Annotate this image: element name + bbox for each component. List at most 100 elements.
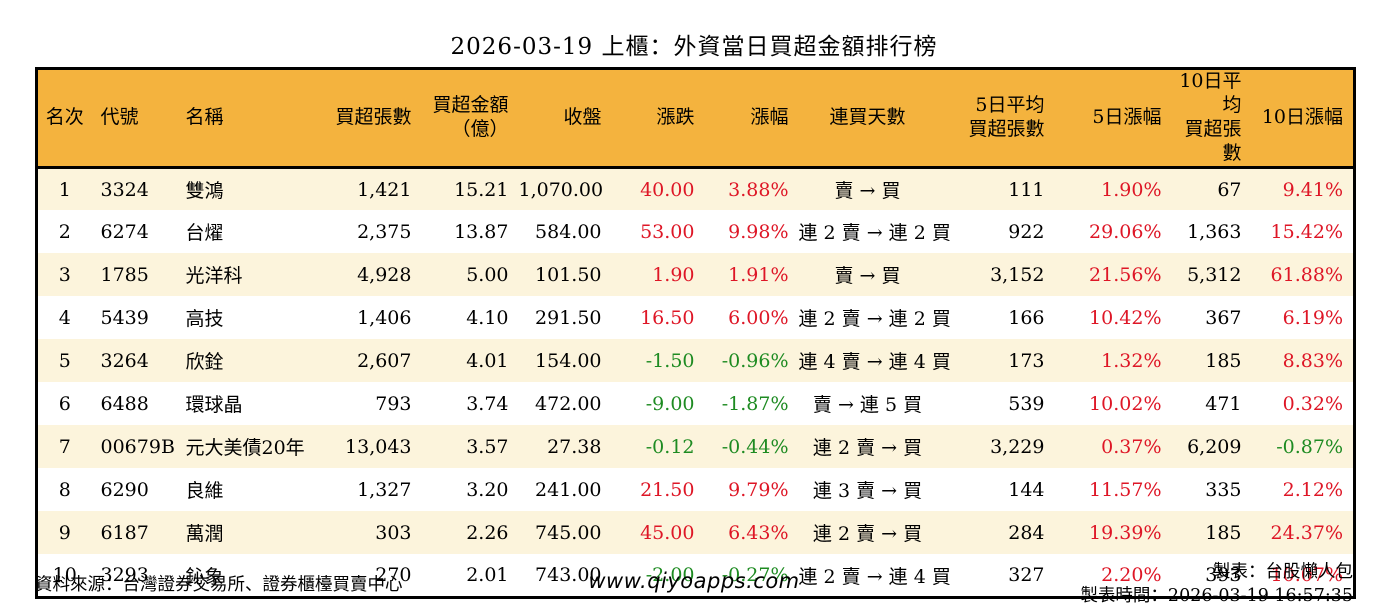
table-row: 4 5439 高技 1,406 4.10 291.50 16.50 6.00% 連 2 賣 → … <box>36 296 1355 340</box>
cell-pct5: 10.42% <box>1089 306 1162 329</box>
cell-pct10: 6.19% <box>1282 306 1343 329</box>
cell-avg10: 67 <box>1217 178 1242 201</box>
table-row: 3 1785 光洋科 4,928 5.00 101.50 1.90 1.91% 賣 → 買 3,1… <box>36 253 1355 297</box>
cell-change: -1.50 <box>645 349 695 372</box>
credits-block: 製表：台股懶人包 製表時間：2026-03-19 16:57:35 <box>1080 560 1353 608</box>
column-header-avg5: 5日平均 買超張數 <box>936 68 1055 169</box>
cell-avg10: 335 <box>1205 478 1242 501</box>
cell-pct5: 19.39% <box>1089 521 1162 544</box>
cell-avg5: 327 <box>1008 564 1045 586</box>
website-url: www.qiyoapps.com <box>588 569 800 593</box>
column-header-streak: 連買天數 <box>798 68 937 169</box>
cell-pct5: 1.32% <box>1101 349 1162 372</box>
cell-rank: 5 <box>58 349 71 372</box>
column-header-avg10: 10日平均 買超張數 <box>1171 68 1252 169</box>
cell-change_pct: 9.79% <box>728 478 789 501</box>
cell-avg5: 284 <box>1008 521 1045 544</box>
cell-change_pct: 1.91% <box>728 263 789 286</box>
cell-streak: 連 2 賣 → 連 2 買 <box>798 222 951 245</box>
cell-pct5: 0.37% <box>1101 435 1162 458</box>
column-header-change: 漲跌 <box>611 68 705 169</box>
column-header-pct10: 10日漲幅 <box>1251 68 1355 169</box>
cell-buy_amount: 4.01 <box>466 349 509 372</box>
cell-pct5: 29.06% <box>1089 220 1162 243</box>
cell-buy_volume: 793 <box>375 392 412 415</box>
cell-name: 鈊象 <box>185 565 224 588</box>
cell-rank: 1 <box>58 178 71 201</box>
cell-buy_volume: 13,043 <box>345 435 412 458</box>
cell-pct10: 0.32% <box>1282 392 1343 415</box>
cell-change_pct: -0.96% <box>721 349 789 372</box>
cell-close: 472.00 <box>535 392 602 415</box>
cell-avg5: 3,229 <box>990 435 1045 458</box>
cell-name: 台燿 <box>185 222 224 245</box>
cell-close: 101.50 <box>535 263 602 286</box>
cell-avg10: 5,312 <box>1187 263 1242 286</box>
cell-rank: 9 <box>58 521 71 544</box>
page-title: 2026-03-19 上櫃：外資當日買超金額排行榜 <box>450 34 938 60</box>
cell-change: 1.90 <box>652 263 695 286</box>
cell-rank: 8 <box>58 478 71 501</box>
cell-buy_volume: 1,327 <box>357 478 412 501</box>
cell-buy_volume: 1,421 <box>357 178 412 201</box>
cell-avg10: 471 <box>1205 392 1242 415</box>
cell-code: 3264 <box>100 349 149 372</box>
cell-buy_volume: 2,375 <box>357 220 412 243</box>
cell-pct10: 9.41% <box>1282 178 1343 201</box>
cell-change: 53.00 <box>640 220 695 243</box>
cell-avg5: 922 <box>1008 220 1045 243</box>
cell-avg10: 185 <box>1205 349 1242 372</box>
cell-avg10: 185 <box>1205 521 1242 544</box>
cell-avg5: 3,152 <box>990 263 1045 286</box>
cell-streak: 連 2 賣 → 連 4 買 <box>798 565 951 588</box>
column-header-code: 代號 <box>91 68 177 169</box>
cell-buy_amount: 5.00 <box>466 263 509 286</box>
cell-name: 高技 <box>185 308 224 331</box>
cell-streak: 連 3 賣 → 買 <box>812 480 923 503</box>
cell-buy_amount: 15.21 <box>454 178 509 201</box>
cell-code: 6274 <box>100 220 149 243</box>
cell-pct10: 8.83% <box>1282 349 1343 372</box>
cell-name: 良維 <box>185 480 224 503</box>
cell-avg10: 6,209 <box>1187 435 1242 458</box>
cell-name: 元大美債20年 <box>185 437 305 460</box>
cell-code: 6290 <box>100 478 149 501</box>
cell-buy_amount: 13.87 <box>454 220 509 243</box>
cell-rank: 2 <box>58 220 71 243</box>
cell-avg5: 166 <box>1008 306 1045 329</box>
made-time-note: 製表時間：2026-03-19 16:57:35 <box>1080 586 1353 606</box>
cell-code: 1785 <box>100 263 149 286</box>
cell-code: 00679B <box>100 435 175 458</box>
cell-avg10: 1,363 <box>1187 220 1242 243</box>
table-body: 1 3324 雙鴻 1,421 15.21 1,070.00 40.00 3.88% 賣 → 買… <box>36 167 1355 598</box>
footer: 資料來源：台灣證券交易所、證券櫃檯買賣中心 www.qiyoapps.com 製… <box>35 560 1353 612</box>
cell-buy_amount: 4.10 <box>466 306 509 329</box>
cell-rank: 4 <box>58 306 71 329</box>
cell-pct10: -0.87% <box>1276 435 1343 458</box>
table-row: 7 00679B 元大美債20年 13,043 3.57 27.38 -0.12 -0.44%… <box>36 425 1355 469</box>
cell-close: 745.00 <box>535 521 602 544</box>
column-header-name: 名稱 <box>176 68 322 169</box>
cell-pct10: 61.88% <box>1270 263 1343 286</box>
cell-rank: 10 <box>52 564 77 586</box>
cell-change: -0.12 <box>645 435 695 458</box>
cell-pct10: 15.42% <box>1270 220 1343 243</box>
cell-code: 5439 <box>100 306 149 329</box>
cell-close: 154.00 <box>535 349 602 372</box>
cell-pct10: 24.37% <box>1270 521 1343 544</box>
cell-name: 雙鴻 <box>185 180 224 202</box>
cell-buy_amount: 3.57 <box>466 435 509 458</box>
cell-change: 21.50 <box>640 478 695 501</box>
cell-buy_volume: 4,928 <box>357 263 412 286</box>
cell-avg10: 393 <box>1205 564 1242 586</box>
cell-code: 6488 <box>100 392 149 415</box>
cell-streak: 連 2 賣 → 連 2 買 <box>798 308 951 331</box>
cell-pct10: 2.12% <box>1282 478 1343 501</box>
cell-change_pct: 3.88% <box>728 178 789 201</box>
cell-change: 40.00 <box>640 178 695 201</box>
cell-avg10: 367 <box>1205 306 1242 329</box>
cell-name: 環球晶 <box>185 394 243 417</box>
table-row: 1 3324 雙鴻 1,421 15.21 1,070.00 40.00 3.88% 賣 → 買… <box>36 167 1355 211</box>
cell-change_pct: -1.87% <box>721 392 789 415</box>
cell-code: 3324 <box>100 178 149 201</box>
